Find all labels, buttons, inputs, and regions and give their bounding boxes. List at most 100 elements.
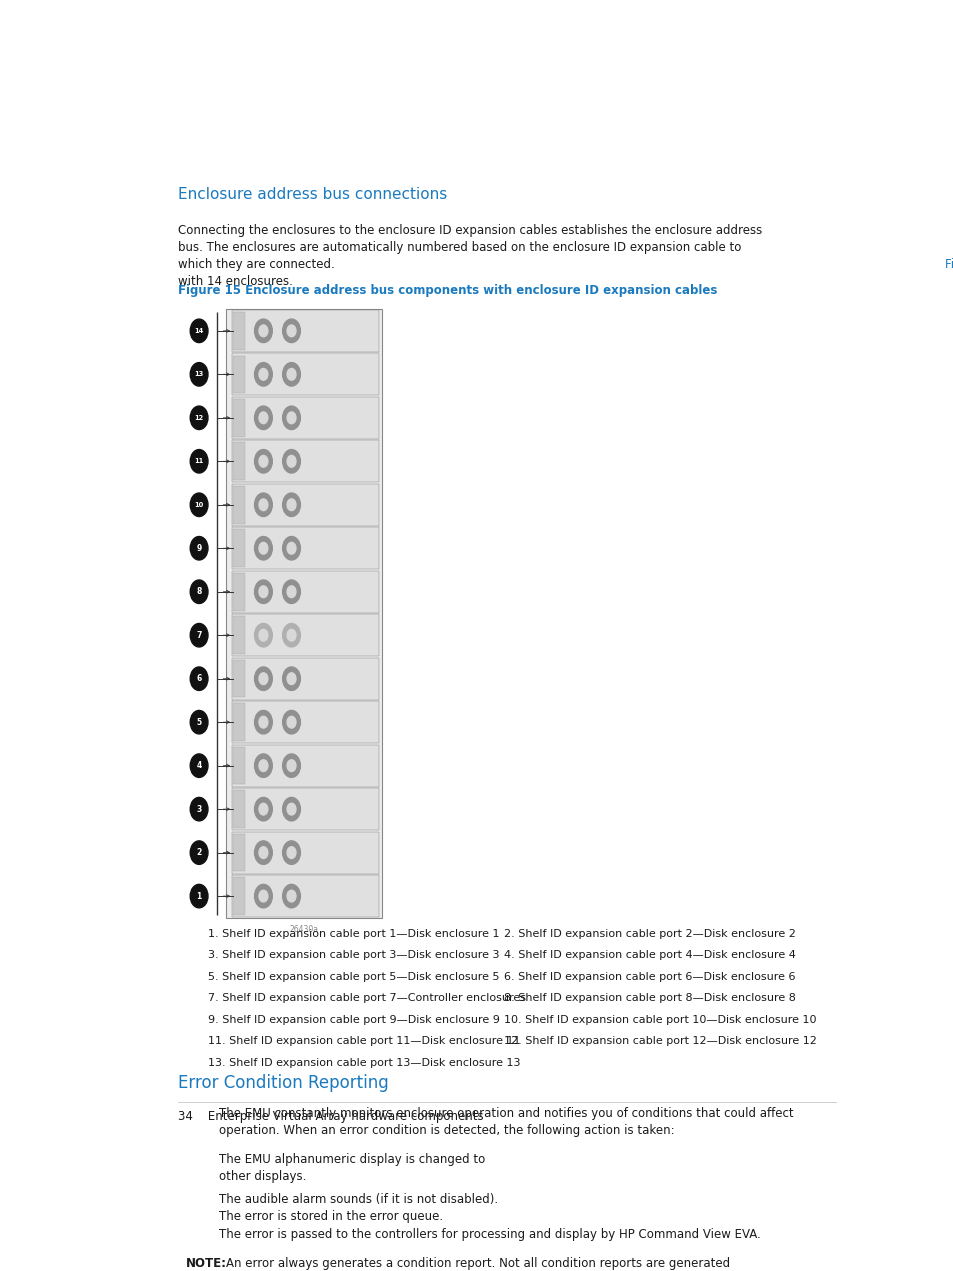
Bar (233, 573, 245, 610)
Bar (233, 877, 245, 915)
Circle shape (258, 890, 268, 902)
Text: Error Condition Reporting: Error Condition Reporting (178, 1074, 389, 1093)
Bar (233, 703, 245, 741)
Circle shape (258, 846, 268, 858)
Text: Enclosure address bus connections: Enclosure address bus connections (178, 187, 447, 202)
Text: 14: 14 (194, 328, 204, 334)
Bar (233, 745, 378, 787)
Circle shape (258, 717, 268, 728)
Circle shape (258, 760, 268, 771)
Bar (233, 660, 245, 698)
Bar (233, 657, 378, 699)
Circle shape (254, 754, 272, 778)
Text: 34    Enterprise Virtual Array hardware components: 34 Enterprise Virtual Array hardware com… (178, 1110, 483, 1122)
Circle shape (190, 536, 208, 561)
Circle shape (282, 624, 300, 647)
Circle shape (254, 319, 272, 343)
Circle shape (258, 803, 268, 815)
Circle shape (190, 580, 208, 604)
Bar (226, 309, 381, 918)
Circle shape (287, 890, 295, 902)
Circle shape (254, 362, 272, 386)
Text: 8. Shelf ID expansion cable port 8—Disk enclosure 8: 8. Shelf ID expansion cable port 8—Disk … (503, 993, 795, 1003)
Text: 4. Shelf ID expansion cable port 4—Disk enclosure 4: 4. Shelf ID expansion cable port 4—Disk … (503, 951, 795, 960)
Circle shape (258, 412, 268, 423)
Text: The error is stored in the error queue.: The error is stored in the error queue. (219, 1210, 443, 1224)
Circle shape (190, 624, 208, 647)
Circle shape (258, 455, 268, 468)
Text: 6: 6 (196, 674, 201, 684)
Text: 9: 9 (196, 544, 201, 553)
Text: bus. The enclosures are automatically numbered based on the enclosure ID expansi: bus. The enclosures are automatically nu… (178, 241, 741, 254)
Text: 7: 7 (196, 630, 202, 639)
Text: The audible alarm sounds (if it is not disabled).: The audible alarm sounds (if it is not d… (219, 1193, 497, 1206)
Text: 4: 4 (196, 761, 201, 770)
Circle shape (282, 841, 300, 864)
Circle shape (190, 797, 208, 821)
Circle shape (282, 797, 300, 821)
Text: 6. Shelf ID expansion cable port 6—Disk enclosure 6: 6. Shelf ID expansion cable port 6—Disk … (503, 971, 795, 981)
Text: 12: 12 (194, 414, 204, 421)
Text: 5: 5 (196, 718, 201, 727)
Circle shape (254, 450, 272, 473)
Circle shape (287, 455, 295, 468)
Circle shape (258, 629, 268, 641)
Text: An error always generates a condition report. Not all condition reports are gene: An error always generates a condition re… (226, 1257, 730, 1271)
Circle shape (254, 580, 272, 604)
Bar (233, 486, 245, 524)
Circle shape (282, 493, 300, 516)
Circle shape (287, 586, 295, 597)
Circle shape (254, 667, 272, 690)
Circle shape (282, 405, 300, 430)
Text: 5. Shelf ID expansion cable port 5—Disk enclosure 5: 5. Shelf ID expansion cable port 5—Disk … (208, 971, 499, 981)
Text: 1: 1 (196, 891, 201, 901)
Circle shape (282, 885, 300, 907)
Circle shape (190, 362, 208, 386)
Text: 9. Shelf ID expansion cable port 9—Disk enclosure 9: 9. Shelf ID expansion cable port 9—Disk … (208, 1014, 499, 1024)
Bar (233, 834, 245, 872)
Circle shape (258, 543, 268, 554)
Circle shape (287, 629, 295, 641)
Circle shape (287, 500, 295, 511)
Text: 3: 3 (196, 805, 201, 813)
Circle shape (287, 325, 295, 337)
Text: 3. Shelf ID expansion cable port 3—Disk enclosure 3: 3. Shelf ID expansion cable port 3—Disk … (208, 951, 499, 960)
Text: 10. Shelf ID expansion cable port 10—Disk enclosure 10: 10. Shelf ID expansion cable port 10—Dis… (503, 1014, 816, 1024)
Circle shape (190, 319, 208, 343)
Circle shape (258, 586, 268, 597)
Circle shape (190, 710, 208, 733)
Bar (233, 397, 378, 438)
Bar (233, 356, 245, 393)
Bar (233, 484, 378, 526)
Circle shape (282, 710, 300, 733)
FancyBboxPatch shape (175, 1248, 839, 1271)
Circle shape (287, 672, 295, 685)
Circle shape (282, 319, 300, 343)
Text: Connecting the enclosures to the enclosure ID expansion cables establishes the e: Connecting the enclosures to the enclosu… (178, 224, 761, 236)
Text: 11: 11 (194, 459, 204, 464)
Text: other displays.: other displays. (219, 1169, 306, 1183)
Circle shape (258, 500, 268, 511)
Circle shape (254, 710, 272, 733)
Bar (233, 399, 245, 437)
Circle shape (190, 667, 208, 690)
Circle shape (287, 412, 295, 423)
Circle shape (282, 580, 300, 604)
Bar (233, 876, 378, 918)
Text: 2. Shelf ID expansion cable port 2—Disk enclosure 2: 2. Shelf ID expansion cable port 2—Disk … (503, 929, 795, 938)
Text: Figure 15 Enclosure address bus components with enclosure ID expansion cables: Figure 15 Enclosure address bus componen… (178, 283, 717, 296)
Bar (233, 788, 378, 830)
Text: Figure 15 (page 34): Figure 15 (page 34) (944, 258, 953, 271)
Circle shape (254, 624, 272, 647)
Circle shape (254, 841, 272, 864)
Text: 11. Shelf ID expansion cable port 11—Disk enclosure 11: 11. Shelf ID expansion cable port 11—Dis… (208, 1036, 520, 1046)
Text: NOTE:: NOTE: (186, 1257, 227, 1271)
Bar (233, 353, 378, 395)
Bar (233, 831, 378, 873)
Text: operation. When an error condition is detected, the following action is taken:: operation. When an error condition is de… (219, 1124, 674, 1136)
Circle shape (190, 885, 208, 907)
Circle shape (258, 325, 268, 337)
Bar (233, 791, 245, 827)
Text: The error is passed to the controllers for processing and display by HP Command : The error is passed to the controllers f… (219, 1228, 760, 1240)
Circle shape (282, 450, 300, 473)
